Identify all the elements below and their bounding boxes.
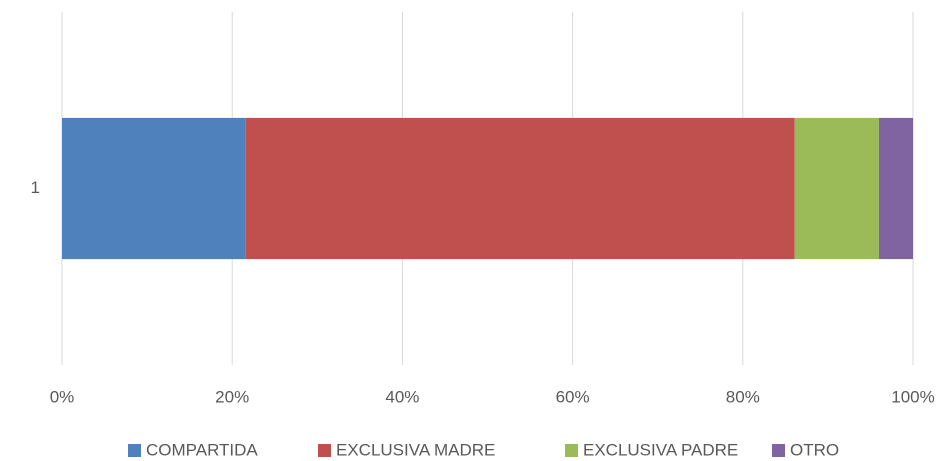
legend-swatch	[772, 444, 785, 457]
bar-segment	[245, 117, 795, 260]
legend-label: EXCLUSIVA MADRE	[336, 440, 495, 459]
bar-segment	[62, 117, 246, 260]
x-tick-label: 40%	[385, 387, 419, 406]
legend-label: OTRO	[790, 440, 839, 459]
bar-segment	[878, 117, 913, 260]
x-tick-label: 100%	[891, 387, 934, 406]
legend-swatch	[565, 444, 578, 457]
x-tick-label: 80%	[726, 387, 760, 406]
bar-segment	[794, 117, 879, 260]
legend-label: EXCLUSIVA PADRE	[583, 440, 738, 459]
legend-swatch	[318, 444, 331, 457]
legend-swatch	[128, 444, 141, 457]
x-tick-label: 20%	[215, 387, 249, 406]
legend-label: COMPARTIDA	[146, 440, 258, 459]
x-tick-label: 60%	[556, 387, 590, 406]
x-tick-label: 0%	[50, 387, 75, 406]
y-tick-label: 1	[31, 178, 40, 197]
